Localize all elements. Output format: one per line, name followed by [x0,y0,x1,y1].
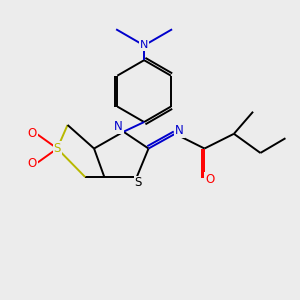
Text: N: N [114,120,123,133]
Text: O: O [28,127,37,140]
Text: S: S [134,176,142,190]
Text: O: O [205,173,214,186]
Text: N: N [175,124,184,137]
Text: S: S [54,142,61,155]
Text: N: N [140,40,148,50]
Text: O: O [28,157,37,170]
